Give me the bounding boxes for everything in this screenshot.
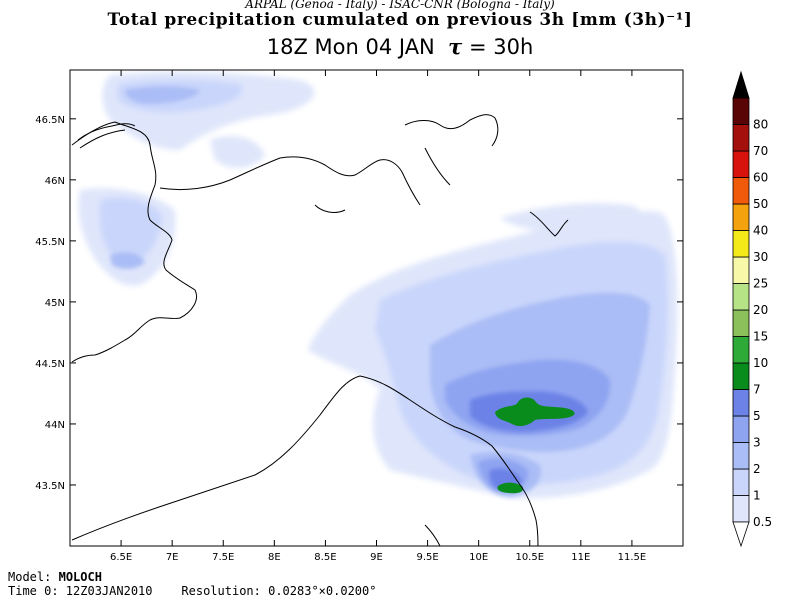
colorbar-swatch [732, 389, 750, 417]
colorbar-swatch [732, 336, 750, 364]
lat-tick-label: 46N [45, 176, 65, 187]
model-name: MOLOCH [58, 570, 102, 584]
colorbar-swatch [732, 309, 750, 337]
colorbar-level-label: 0.5 [753, 515, 772, 529]
colorbar-level-label: 40 [753, 224, 768, 238]
colorbar-swatch [732, 97, 750, 125]
lon-tick-label: 8E [268, 552, 281, 563]
lon-tick-label: 11.5E [618, 552, 647, 563]
footer-model: Model: MOLOCH [8, 570, 102, 584]
colorbar-swatch [732, 256, 750, 284]
colorbar-swatch [732, 495, 750, 523]
precipitation-field [78, 71, 678, 499]
colorbar-swatch [732, 203, 750, 231]
colorbar-level-label: 1 [753, 489, 761, 503]
colorbar-swatch [732, 362, 750, 390]
lon-tick-label: 9E [370, 552, 383, 563]
colorbar-swatch [732, 230, 750, 258]
lon-tick-label: 10E [469, 552, 488, 563]
map-axes: 6.5E 7E 7.5E 8E 8.5E 9E 9.5E 10E 10.5E 11E 11.5E 43… [35, 70, 683, 563]
header-valid-time: 18Z Mon 04 JAN τ = 30h [0, 34, 800, 59]
model-label: Model: [8, 570, 52, 584]
colorbar-over-arrow [732, 70, 750, 99]
colorbar-swatch [732, 415, 750, 443]
colorbar-level-label: 60 [753, 171, 768, 185]
init-time: Time 0: 12Z03JAN2010 [8, 584, 153, 598]
geography-lines [71, 114, 569, 546]
colorbar-level-label: 15 [753, 330, 768, 344]
colorbar-level-label: 25 [753, 277, 768, 291]
tau-symbol: τ [448, 34, 463, 59]
header-title: Total precipitation cumulated on previou… [107, 10, 693, 30]
lat-tick-label: 44N [45, 420, 65, 431]
lon-tick-label: 7E [166, 552, 179, 563]
valid-time: 18Z Mon 04 JAN [266, 35, 435, 59]
lon-tick-label: 11E [571, 552, 590, 563]
lat-tick-label: 44.5N [35, 359, 65, 370]
colorbar: 0.5 1 2 3 5 7 10 15 20 25 30 40 50 60 70 80 [732, 70, 772, 548]
colorbar-level-label: 80 [753, 118, 768, 132]
footer-run: Time 0: 12Z03JAN2010 Resolution: 0.0283°… [8, 584, 376, 598]
lat-tick-label: 45N [45, 298, 65, 309]
colorbar-level-label: 70 [753, 144, 768, 158]
colorbar-level-label: 5 [753, 409, 761, 423]
header-institutions: ARPAL (Genoa - Italy) - ISAC-CNR (Bologn… [245, 0, 555, 11]
lon-tick-label: 6.5E [110, 552, 132, 563]
colorbar-under-arrow [732, 521, 750, 548]
colorbar-level-label: 20 [753, 303, 768, 317]
colorbar-swatch [732, 150, 750, 178]
lat-tick-label: 43.5N [35, 481, 65, 492]
colorbar-level-label: 3 [753, 436, 761, 450]
lon-tick-label: 7.5E [212, 552, 234, 563]
resolution: Resolution: 0.0283°×0.0200° [181, 584, 377, 598]
lat-tick-label: 45.5N [35, 237, 65, 248]
colorbar-level-label: 2 [753, 462, 761, 476]
lon-tick-label: 10.5E [515, 552, 544, 563]
colorbar-swatch [732, 177, 750, 205]
colorbar-swatch [732, 124, 750, 152]
lat-tick-label: 46.5N [35, 115, 65, 126]
lon-tick-label: 8.5E [314, 552, 336, 563]
colorbar-swatch [732, 442, 750, 470]
colorbar-level-label: 10 [753, 356, 768, 370]
colorbar-level-label: 30 [753, 250, 768, 264]
colorbar-level-label: 7 [753, 383, 761, 397]
forecast-lead: = 30h [468, 35, 534, 59]
colorbar-level-label: 50 [753, 197, 768, 211]
colorbar-swatch [732, 283, 750, 311]
colorbar-swatch [732, 468, 750, 496]
lon-tick-label: 9.5E [416, 552, 438, 563]
precip-level-7 [495, 397, 575, 494]
